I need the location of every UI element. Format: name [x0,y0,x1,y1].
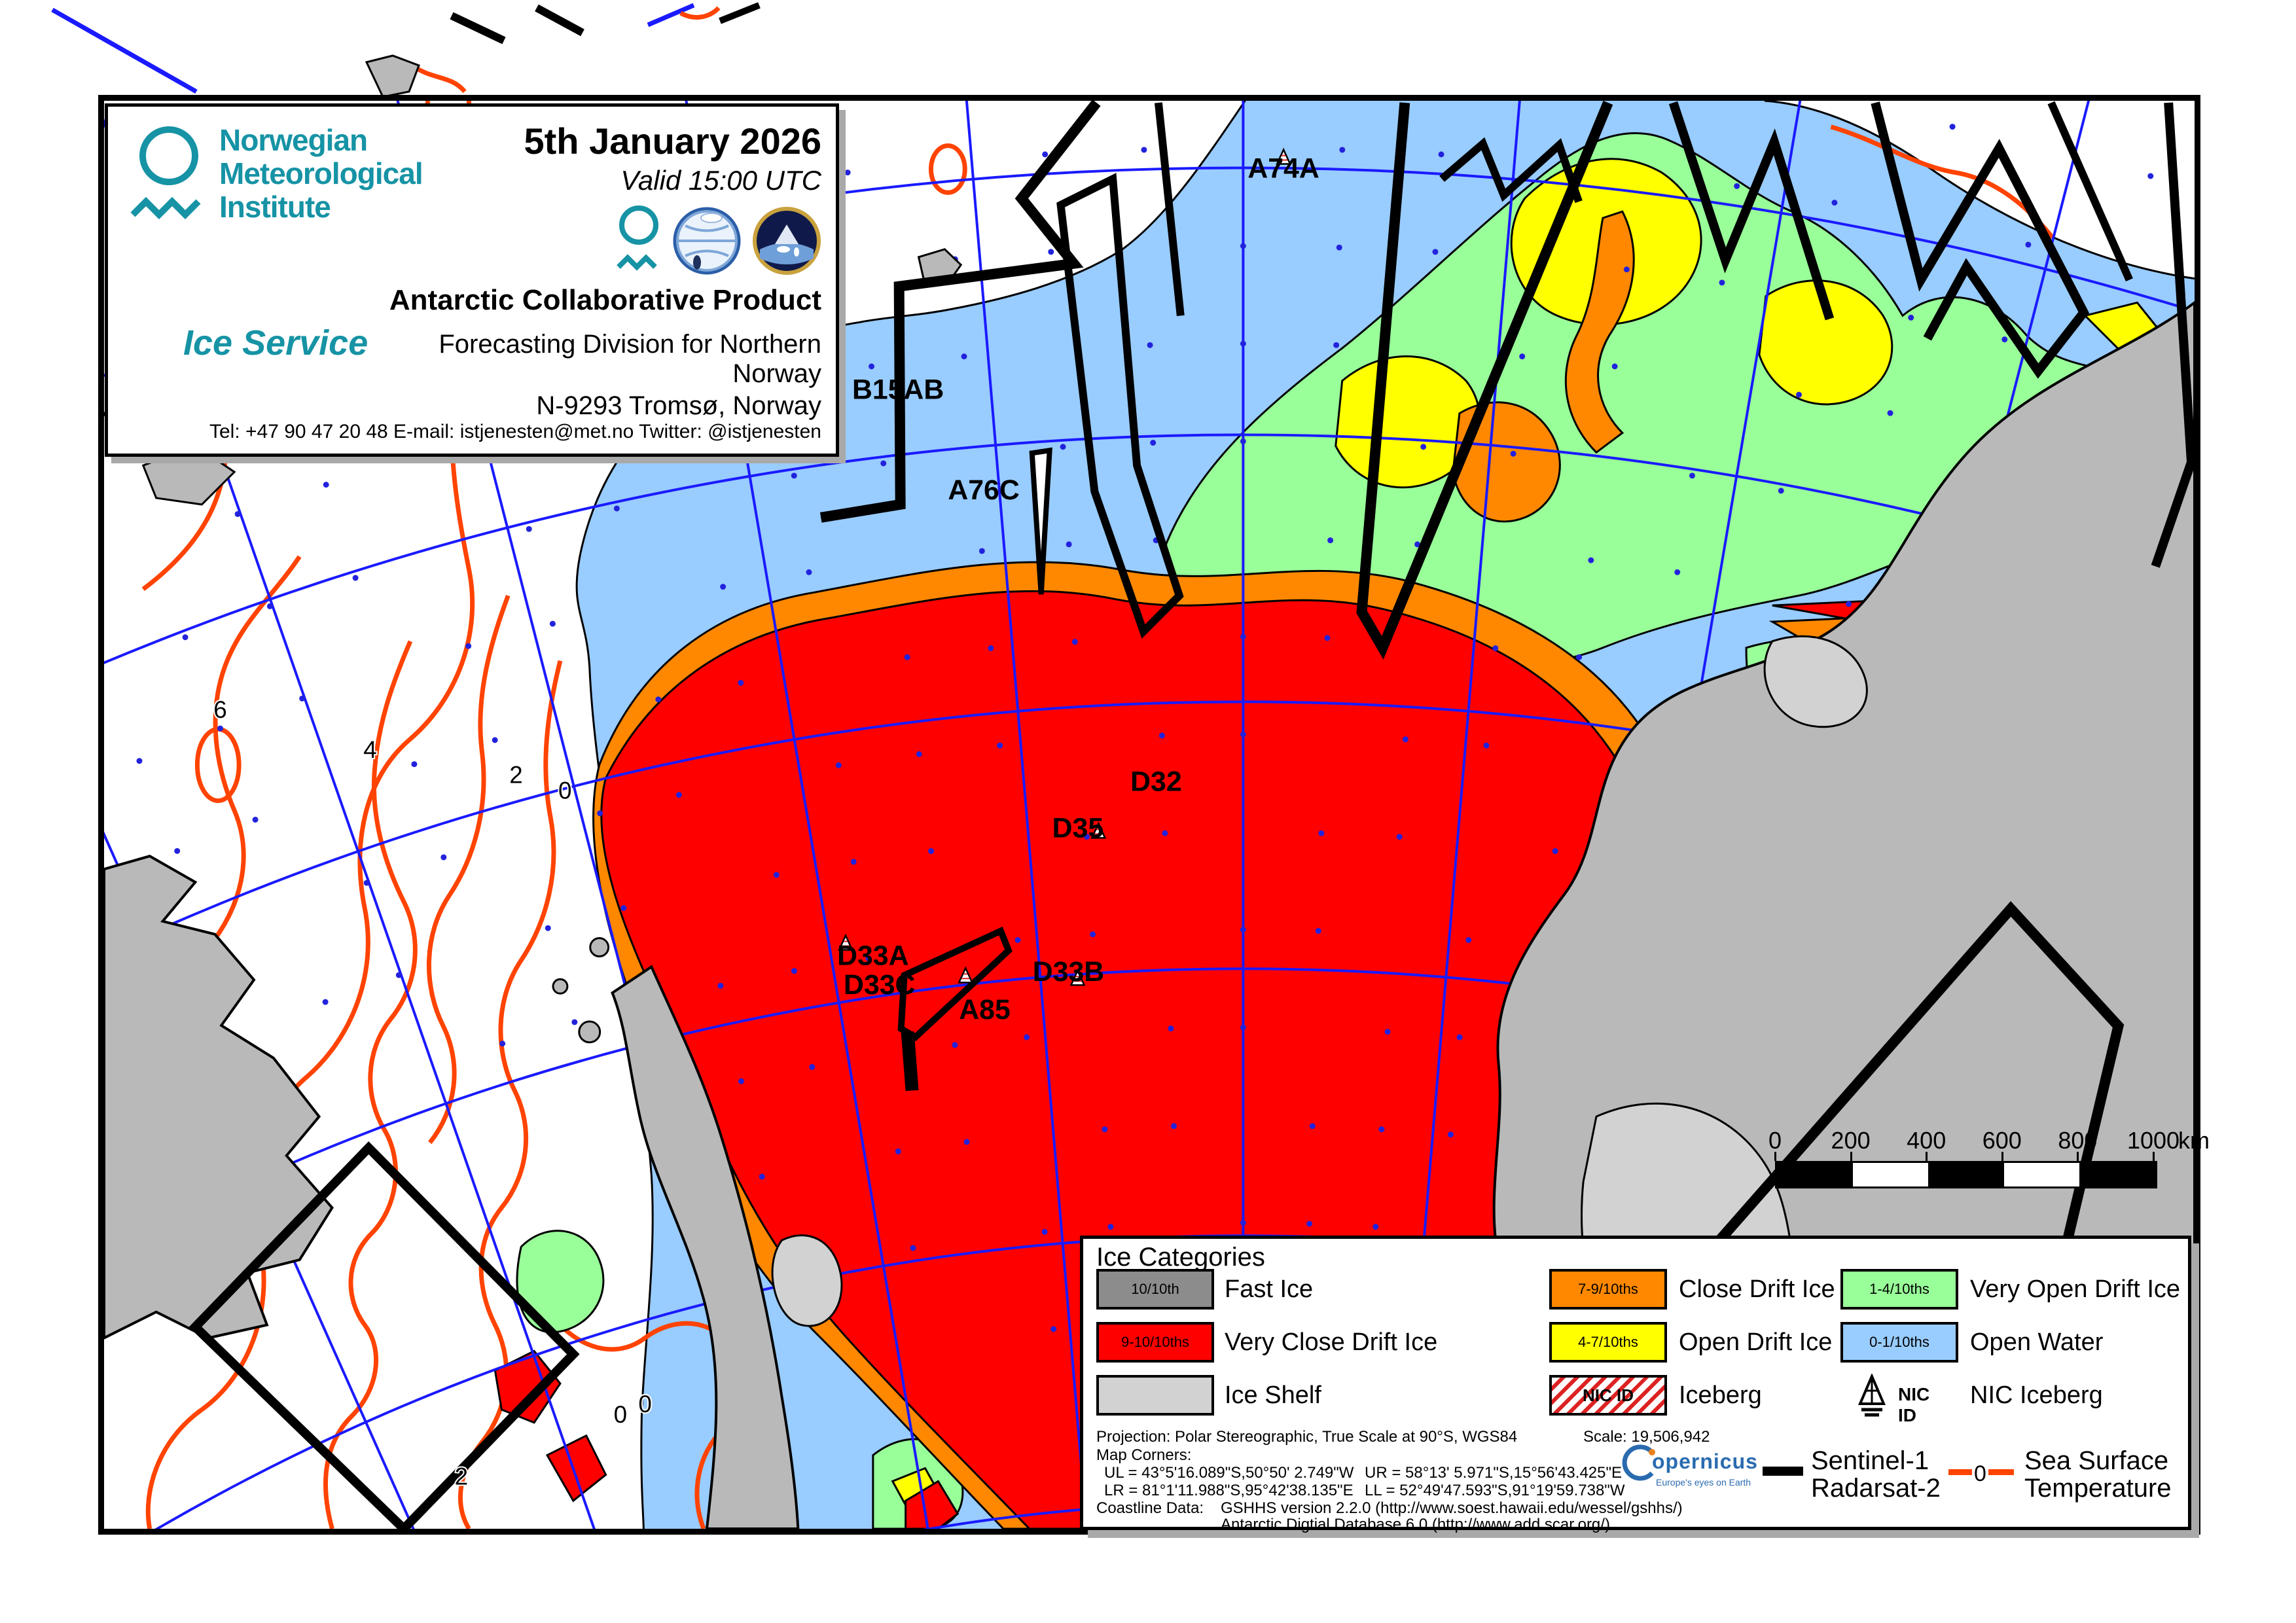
service-name: Ice Service [183,323,368,363]
met-logo-icon [130,126,201,220]
label-a85: A85 [959,994,1011,1026]
margin-artifacts [51,2,761,95]
met-logo-small-icon [617,205,658,271]
projection-info: Projection: Polar Stereographic, True Sc… [1096,1428,1518,1446]
scale-tick-label: 600 [1982,1127,2022,1154]
legend-title: Ice Categories [1096,1243,1265,1272]
division-line: Forecasting Division for Northern Norway [439,330,821,388]
very-open-drift-swatch: 1-4/10ths [1840,1269,1958,1310]
svg-text:0: 0 [638,1391,651,1418]
nic-logo-icon [753,207,821,275]
contact-line: Tel: +47 90 47 20 48 E-mail: istjenesten… [209,421,821,442]
scale-info: Scale: 19,506,942 [1583,1428,1710,1446]
institute-name: Norwegian Meteorological Institute [219,123,423,224]
label-b15ab: B15AB [852,374,944,406]
chart-date: 5th January 2026 [524,120,821,162]
copernicus-logo: opernicus Europe's eyes on Earth [1622,1443,1759,1502]
coastline-label: Coastline Data: [1096,1499,1204,1517]
radar-line-symbol [1763,1467,1803,1476]
open-drift-swatch: 4-7/10ths [1549,1322,1667,1363]
scale-tick-label: 1000 [2126,1127,2180,1154]
sst-line-zero: 0 [1972,1461,1988,1487]
aari-logo-icon [673,207,741,275]
ice-shelf-swatch [1096,1375,1214,1416]
corner-ul: UL = 43°5'16.089"S,50°50' 2.749"W [1104,1464,1354,1482]
label-d33b: D33B [1033,956,1104,988]
fast-ice-swatch: 10/10th [1096,1269,1214,1310]
sst-value-labels: 6 4 2 0 0 0 2 [212,695,653,1491]
nic-iceberg-map-icons [838,147,1291,986]
legend-box: Ice Categories 10/10th Fast Ice 7-9/10th… [1080,1236,2191,1533]
scale-bar: 0 200 400 600 800 1000 km [1728,1127,2238,1192]
satellite-footprints [188,101,2195,1529]
iceberg-hatch-swatch: NIC ID [1549,1375,1667,1416]
map-corners-heading: Map Corners: [1096,1446,1192,1464]
svg-text:0: 0 [558,777,571,804]
corner-lr: LR = 81°1'11.988"S,95°42'38.135"E [1104,1482,1354,1499]
label-a74a: A74A [1247,152,1319,184]
svg-text:2: 2 [455,1463,468,1489]
corner-ll: LL = 52°49'47.593"S,91°19'59.738"W [1365,1482,1625,1499]
corner-ur: UR = 58°13' 5.971"S,15°56'43.425"E [1365,1464,1623,1482]
svg-text:4: 4 [363,736,376,763]
close-drift-swatch: 7-9/10ths [1549,1269,1667,1310]
product-title: Antarctic Collaborative Product [389,284,821,316]
svg-text:2: 2 [509,762,522,789]
address-line: N-9293 Tromsø, Norway [536,391,821,420]
coastline-source-1: GSHHS version 2.2.0 (http://www.soest.ha… [1221,1499,1683,1517]
copernicus-c-icon [1622,1444,1655,1481]
label-d33a: D33A [837,940,908,971]
sst-source-label: Sea Surface Temperature [2024,1446,2172,1503]
antarctic-peninsula [611,965,800,1529]
very-close-drift-swatch: 9-10/10ths [1096,1322,1214,1363]
antarctic-ice-map: A74A B15AB A76C D32 D35 D33A D33C D33B A… [104,101,2195,1529]
svg-text:6: 6 [213,696,226,723]
scale-bar-stripes [1775,1161,2157,1188]
radar-source-label: Sentinel-1 Radarsat-2 [1811,1446,1941,1503]
label-d33c: D33C [844,969,915,1001]
open-water-swatch: 0-1/10ths [1840,1322,1958,1363]
svg-text:0: 0 [614,1401,627,1428]
label-a76c: A76C [948,474,1019,506]
nic-iceberg-icon [1857,1374,1886,1417]
iceberg-labels: A74A B15AB A76C D32 D35 D33A D33C D33B A… [837,152,1319,1026]
scale-tick-label: 0 [1768,1127,1782,1154]
chart-boundary-line [575,101,1246,1529]
label-d35: D35 [1052,812,1104,844]
tierra-del-fuego [104,855,334,1340]
label-d32: D32 [1130,766,1182,798]
chart-boundary-line-ne [1764,101,2195,280]
partner-logos [376,204,821,277]
scale-unit: km [2178,1127,2210,1154]
scale-tick-label: 800 [2058,1127,2098,1154]
valid-time: Valid 15:00 UTC [620,165,821,196]
scale-tick-label: 200 [1831,1127,1871,1154]
title-box: Norwegian Meteorological Institute Ice S… [105,103,839,457]
scale-tick-label: 400 [1907,1127,1946,1154]
coastline-source-2: Antarctic Digtial Database 6.0 (http://w… [1221,1516,1610,1533]
